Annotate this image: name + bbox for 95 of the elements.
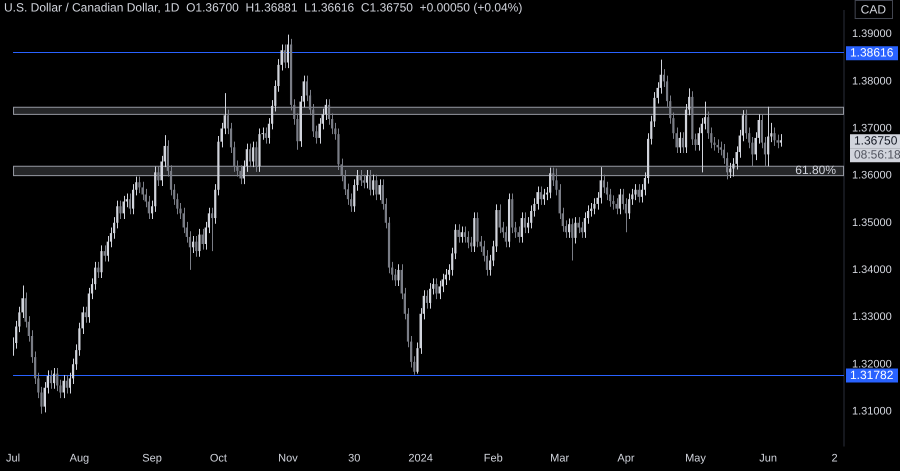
candlestick [252,141,254,168]
candlestick [97,261,100,278]
candlestick [372,174,374,196]
y-tick-label: 1.33000 [852,311,892,324]
candlestick [264,127,267,144]
candlestick [542,188,545,206]
candlestick [318,118,321,144]
candlestick [138,176,141,194]
candlestick [580,221,583,238]
candlestick [359,169,362,186]
candlestick [773,127,776,146]
candlestick [464,226,466,244]
y-tick-label: 1.36000 [852,170,892,182]
candlestick [568,218,570,238]
candlestick [88,287,90,324]
candlestick [716,138,719,154]
candlestick [397,264,400,286]
candlestick [682,132,684,154]
candlestick [435,278,438,300]
candlestick [284,44,286,69]
candlestick [517,226,520,244]
y-tick-label: 1.34000 [852,264,892,276]
x-tick-label: 30 [348,452,360,464]
ref-line-label: 1.38616 [850,46,894,60]
candlestick [248,143,252,168]
candlestick [540,186,542,206]
candlestick [195,235,198,258]
x-tick-label: Jul [6,452,20,464]
candlestick [328,98,330,126]
candlestick [622,188,624,210]
candlestick [53,368,56,390]
y-axis-title: CAD [860,2,886,16]
x-tick-label: Jun [759,452,778,464]
candlestick [128,193,132,215]
candlestick [66,374,68,394]
ref-line-label: 1.31782 [850,368,894,382]
candlestick [157,166,160,186]
candlestick [520,212,523,244]
candlestick [100,244,103,278]
candlestick [698,127,700,152]
candlestick [368,169,372,196]
candlestick [104,244,106,262]
candlestick [239,164,242,185]
y-tick-label: 1.39000 [852,28,892,40]
candlestick [84,306,87,324]
x-tick-label: Oct [210,452,227,464]
candlestick [678,132,681,154]
candlestick [192,235,194,254]
candlestick [286,34,290,69]
candlestick [574,216,577,244]
candlestick [780,134,782,148]
y-tick-label: 1.31000 [852,405,892,418]
x-tick-label: May [685,452,706,464]
candlestick [62,374,65,399]
text: 1.36750 [854,134,898,148]
candlestick [255,141,258,172]
x-tick-label: 2 [831,452,838,464]
candlestick [584,212,586,238]
candlestick [362,174,365,189]
y-tick-label: 1.37000 [852,122,892,135]
y-tick-label: 1.35000 [852,216,892,229]
x-tick-label: Apr [617,452,635,464]
candlestick [182,207,185,234]
candlestick [378,178,381,201]
y-tick-label: 1.38000 [852,75,892,88]
y-tick-label: 1.32000 [852,358,892,370]
band-label: 61.80% [795,163,836,178]
candlestick [476,212,479,248]
candlestick [428,282,432,310]
candlestick [122,195,125,220]
x-tick-label: Feb [484,452,503,464]
chart-title: U.S. Dollar / Canadian Dollar, 1D O1.36700 H1.36881 L1.36616 C1.36750 +0.00050 (+0.04%) [4,0,522,14]
candlestick [498,204,501,234]
candlestick [720,141,722,156]
x-tick-label: Aug [70,452,90,464]
candlestick [729,162,732,178]
candlestick [524,212,526,234]
candlestick [549,167,552,199]
text: 08:56:18 [854,148,900,162]
x-tick-label: 2024 [408,452,433,464]
x-tick-label: Nov [278,452,298,464]
candlestick [460,226,463,244]
candlestick [198,228,201,258]
x-tick-label: Sep [142,452,162,464]
candlestick [202,228,204,250]
candlestick [628,193,630,220]
candlestick [767,106,770,167]
candlestick [106,235,109,262]
candlestick [707,111,710,140]
candlestick [375,174,378,201]
x-tick-label: Mar [550,452,570,464]
candlestick [700,118,703,173]
candlestick [571,218,574,261]
candlestick [504,226,508,248]
candlestick [618,188,621,215]
